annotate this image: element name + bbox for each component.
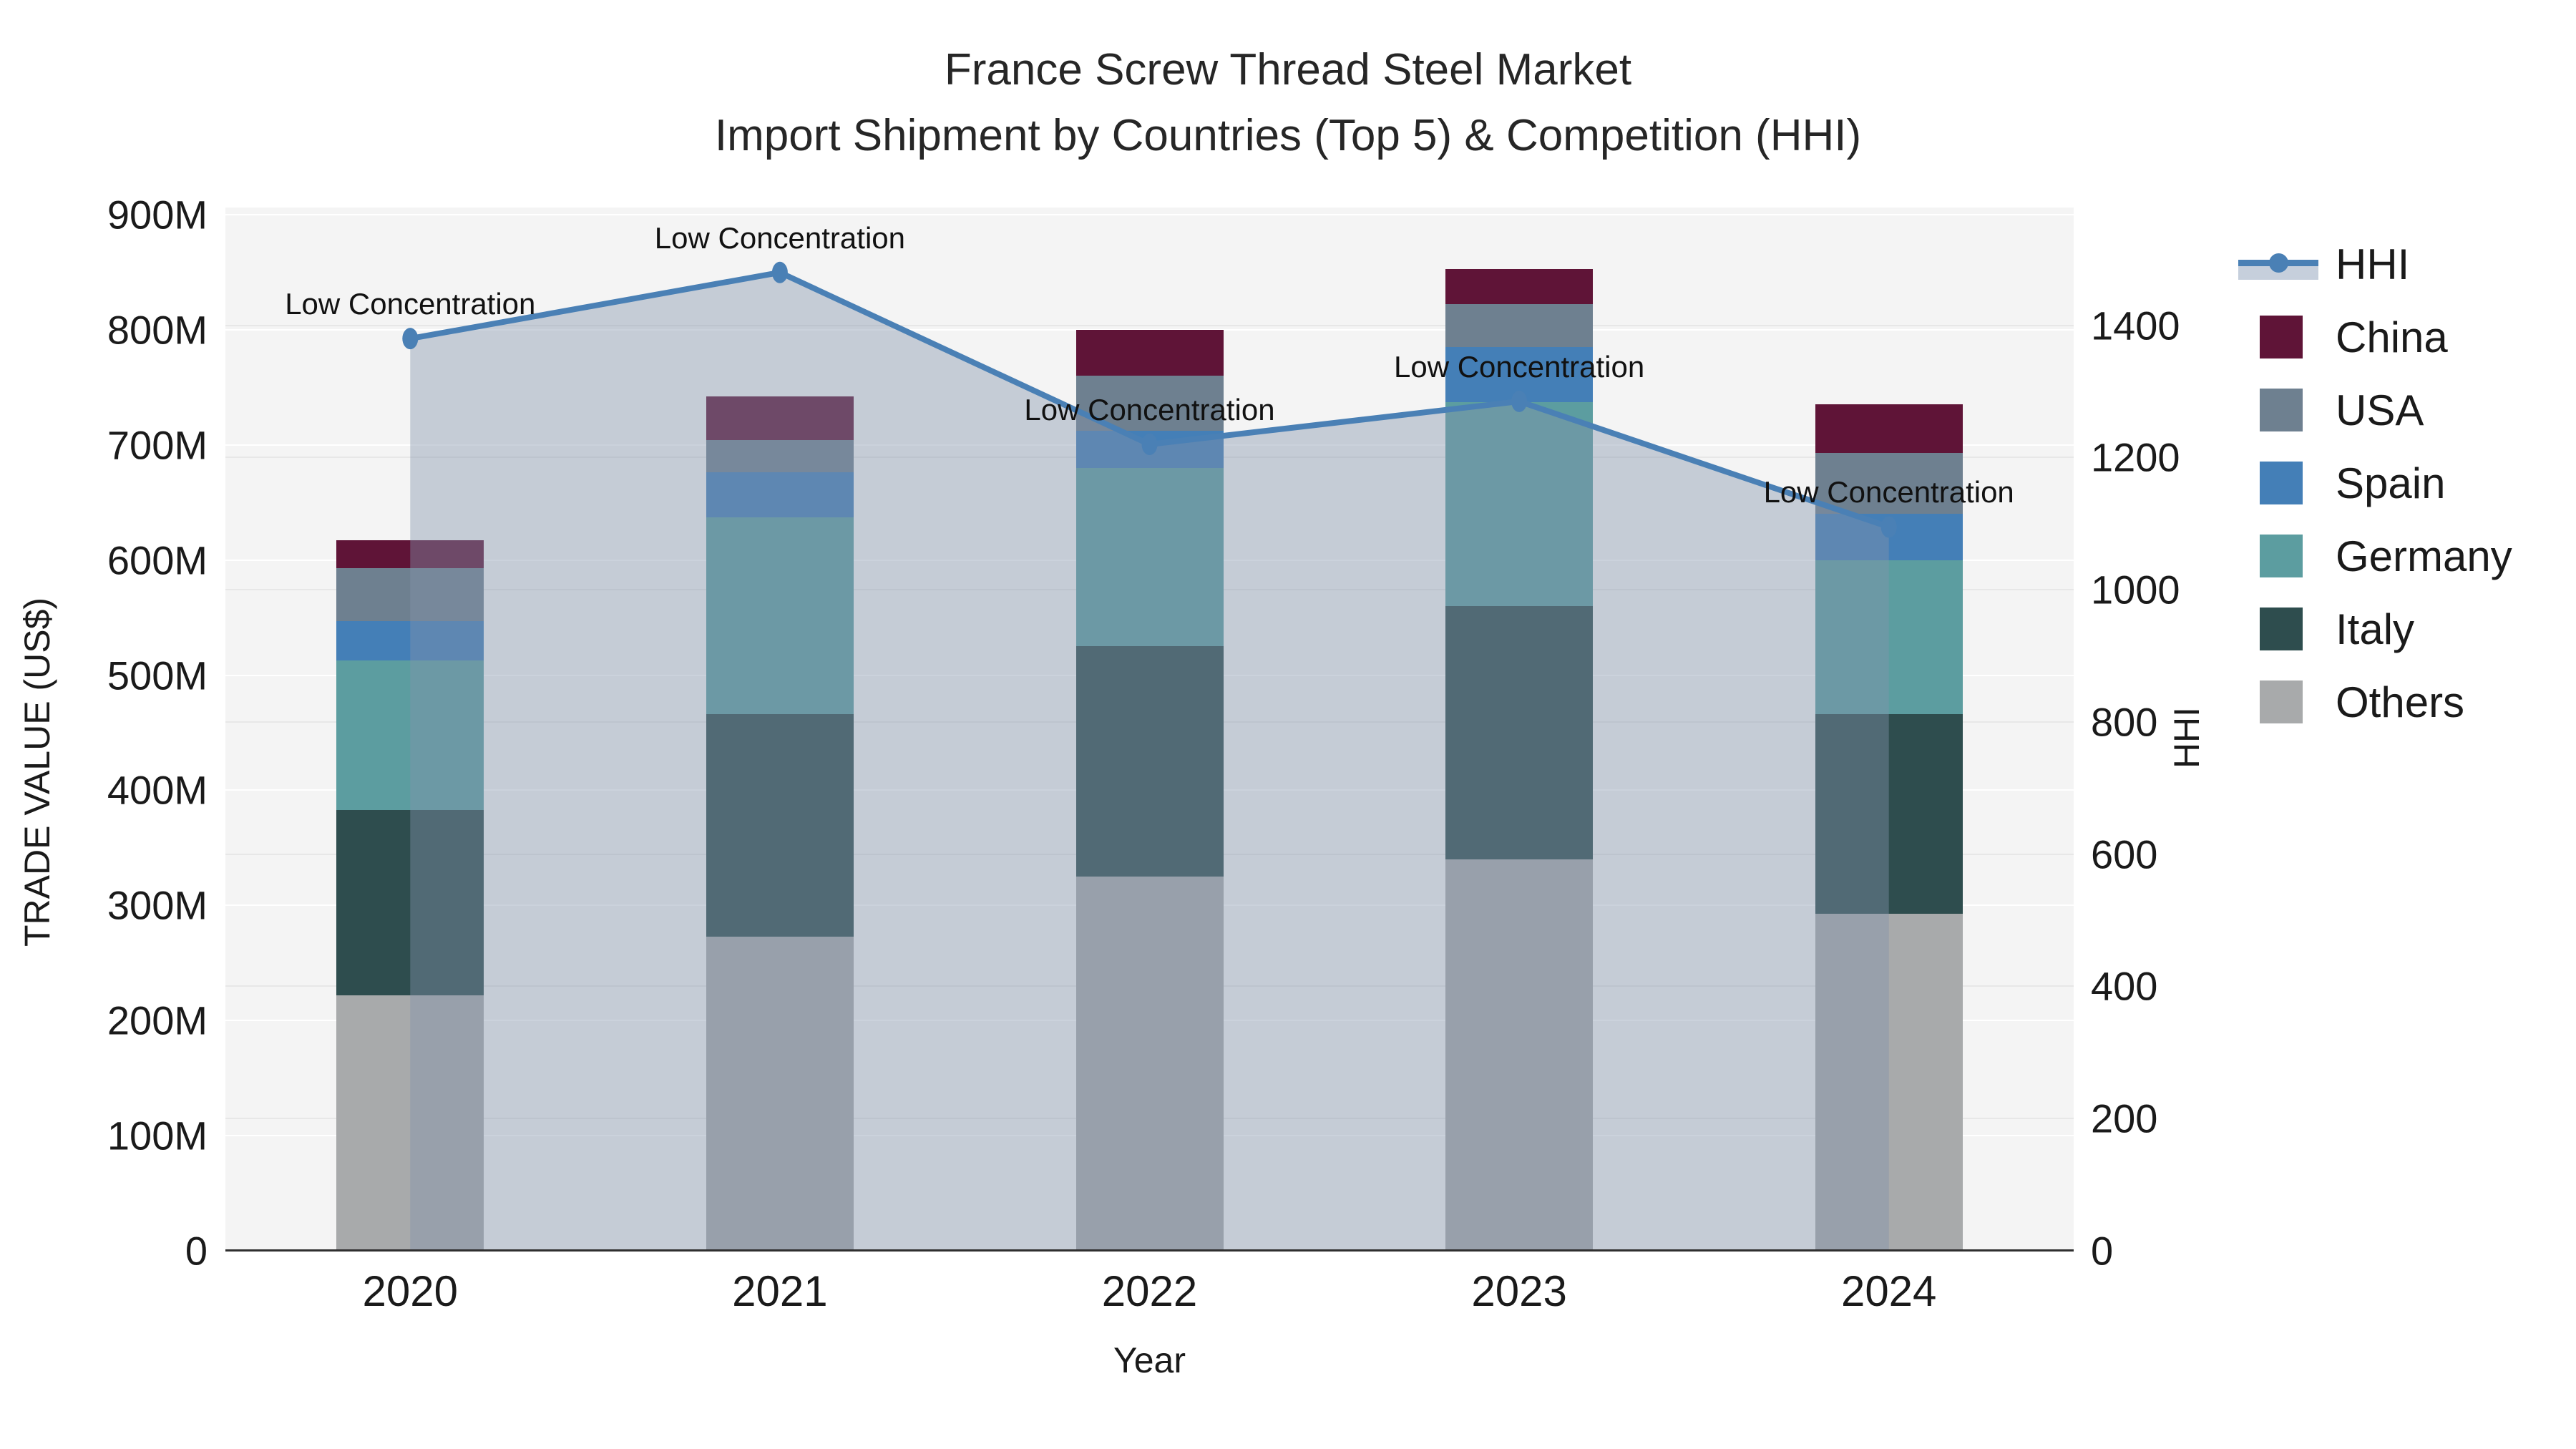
bar-segment-spain-2020 <box>336 620 484 660</box>
legend-swatch-usa <box>2260 389 2303 431</box>
y-left-tick-label: 900M <box>107 192 208 238</box>
bar-segment-usa-2021 <box>706 440 854 473</box>
y-left-tick-label: 200M <box>107 997 208 1043</box>
legend-label-others: Others <box>2336 678 2465 726</box>
legend-item-others: Others <box>2260 665 2512 738</box>
y-right-tick-label: 0 <box>2091 1228 2114 1274</box>
y-axis-right-title: HHI <box>2167 706 2207 769</box>
bar-segment-germany-2024 <box>1815 560 1963 715</box>
bar-segment-usa-2020 <box>336 567 484 621</box>
x-axis-title: Year <box>1113 1340 1186 1380</box>
gridline-left <box>225 214 2074 215</box>
annotation-2020: Low Concentration <box>285 287 536 321</box>
legend-swatch-germany <box>2260 535 2303 577</box>
annotation-2024: Low Concentration <box>1763 475 2014 509</box>
y-left-tick-label: 600M <box>107 537 208 583</box>
bar-segment-italy-2022 <box>1075 646 1224 877</box>
y-left-tick-label: 700M <box>107 422 208 468</box>
bar-segment-spain-2024 <box>1815 514 1963 560</box>
bar-segment-china-2023 <box>1445 268 1594 305</box>
bar-segment-others-2023 <box>1445 859 1594 1251</box>
bar-segment-italy-2020 <box>336 809 484 995</box>
x-tick-label-2022: 2022 <box>1101 1267 1198 1315</box>
chart-subtitle: Import Shipment by Countries (Top 5) & C… <box>714 111 1862 160</box>
legend-swatch-italy <box>2260 608 2303 650</box>
bar-segment-italy-2021 <box>706 714 854 937</box>
gridline-right <box>225 324 2074 326</box>
y-right-tick-label: 800 <box>2091 699 2158 745</box>
legend-item-china: China <box>2260 301 2512 374</box>
legend-item-spain: Spain <box>2260 447 2512 519</box>
y-right-tick-label: 1400 <box>2091 303 2180 348</box>
bar-segment-spain-2021 <box>706 472 854 518</box>
x-tick-label-2024: 2024 <box>1840 1267 1937 1315</box>
y-right-tick-label: 400 <box>2091 963 2158 1009</box>
legend-label-spain: Spain <box>2336 459 2446 507</box>
bar-segment-china-2021 <box>706 396 854 441</box>
bar-segment-spain-2022 <box>1075 431 1224 468</box>
y-right-tick-label: 200 <box>2091 1096 2158 1141</box>
chart-title: France Screw Thread Steel Market <box>944 45 1632 94</box>
annotation-2022: Low Concentration <box>1024 392 1275 426</box>
bar-segment-others-2024 <box>1815 913 1963 1251</box>
x-axis-line <box>225 1249 2074 1252</box>
legend-label-hhi: HHI <box>2336 240 2410 288</box>
bar-segment-usa-2023 <box>1445 304 1594 347</box>
annotation-2023: Low Concentration <box>1393 349 1645 384</box>
y-left-tick-label: 500M <box>107 653 208 698</box>
legend-item-italy: Italy <box>2260 592 2512 665</box>
bar-segment-germany-2021 <box>706 517 854 715</box>
x-tick-label-2021: 2021 <box>732 1267 828 1315</box>
bar-segment-germany-2023 <box>1445 402 1594 606</box>
legend-item-usa: USA <box>2260 374 2512 447</box>
legend-swatch-others <box>2260 680 2303 723</box>
legend-label-germany: Germany <box>2336 532 2512 580</box>
legend-hhi-marker-icon <box>2269 253 2288 273</box>
legend-swatch-spain <box>2260 462 2303 504</box>
x-tick-label-2023: 2023 <box>1471 1267 1567 1315</box>
y-right-tick-label: 600 <box>2091 831 2158 877</box>
bar-segment-others-2021 <box>706 936 854 1251</box>
legend: HHI China USA Spain Germany Italy Others <box>2238 228 2512 738</box>
bar-segment-italy-2024 <box>1815 714 1963 914</box>
y-right-tick-label: 1200 <box>2091 434 2180 480</box>
bar-segment-china-2020 <box>336 540 484 568</box>
legend-label-usa: USA <box>2336 386 2424 434</box>
bar-segment-china-2022 <box>1075 329 1224 376</box>
y-left-tick-label: 0 <box>185 1228 208 1274</box>
annotation-2021: Low Concentration <box>654 220 905 255</box>
legend-item-germany: Germany <box>2260 519 2512 592</box>
legend-hhi-line-swatch <box>2238 243 2318 286</box>
legend-item-hhi: HHI <box>2238 228 2512 301</box>
y-left-tick-label: 300M <box>107 882 208 928</box>
bar-segment-china-2024 <box>1815 404 1963 454</box>
legend-label-italy: Italy <box>2336 605 2415 653</box>
y-right-tick-label: 1000 <box>2091 567 2180 613</box>
bar-segment-germany-2020 <box>336 660 484 810</box>
bar-segment-others-2022 <box>1075 877 1224 1251</box>
x-tick-label-2020: 2020 <box>362 1267 459 1315</box>
y-axis-left-title: TRADE VALUE (US$) <box>17 597 57 947</box>
y-left-tick-label: 100M <box>107 1113 208 1158</box>
legend-label-china: China <box>2336 313 2448 361</box>
y-left-tick-label: 800M <box>107 307 208 353</box>
bar-segment-germany-2022 <box>1075 467 1224 647</box>
y-left-tick-label: 400M <box>107 767 208 813</box>
bar-segment-italy-2023 <box>1445 606 1594 859</box>
legend-swatch-china <box>2260 316 2303 358</box>
bar-segment-others-2020 <box>336 995 484 1251</box>
chart-title-block: France Screw Thread Steel Market Import … <box>0 37 2576 169</box>
